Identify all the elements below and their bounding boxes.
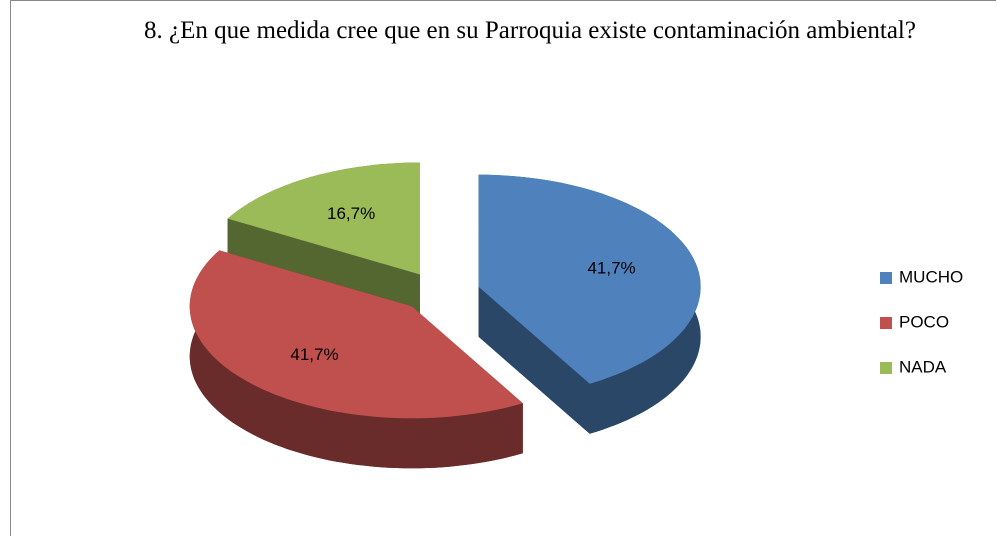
data-label: 41,7% bbox=[290, 345, 338, 364]
slice-depth bbox=[189, 250, 523, 469]
data-label: 16,7% bbox=[327, 204, 375, 223]
slice bbox=[189, 250, 523, 419]
slice-depth bbox=[478, 286, 590, 434]
chart-title: 8. ¿En que medida cree que en su Parroqu… bbox=[144, 17, 916, 44]
legend-label: MUCHO bbox=[899, 267, 963, 286]
legend-swatch bbox=[880, 362, 892, 374]
legend-label: NADA bbox=[899, 357, 947, 376]
slice bbox=[227, 162, 420, 275]
legend-label: POCO bbox=[899, 312, 949, 331]
legend-swatch bbox=[880, 317, 892, 329]
slice bbox=[478, 174, 701, 384]
chart-frame bbox=[10, 0, 996, 536]
data-label: 41,7% bbox=[587, 258, 635, 277]
legend-swatch bbox=[880, 272, 892, 284]
